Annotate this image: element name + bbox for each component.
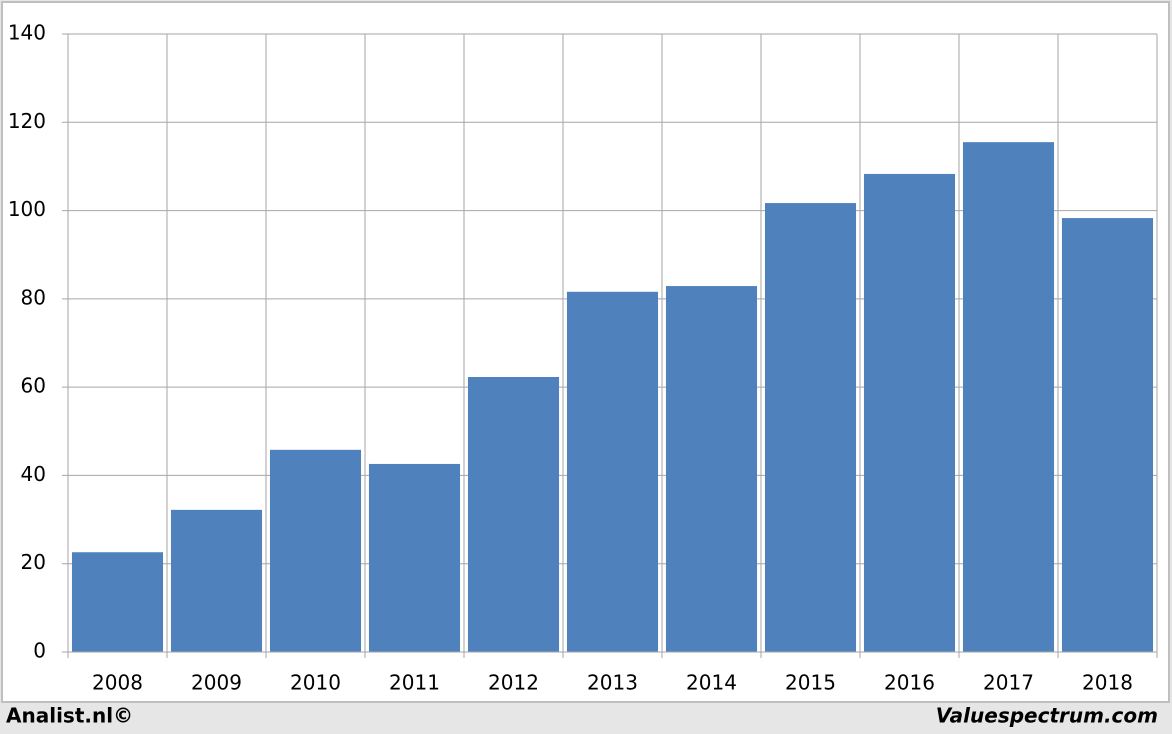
y-tick-label: 120 — [8, 109, 46, 133]
bar — [962, 142, 1055, 652]
y-tick-label: 0 — [33, 639, 46, 663]
bar — [1061, 218, 1154, 652]
x-tick-label: 2008 — [92, 671, 143, 695]
y-tick-label: 100 — [8, 197, 46, 221]
y-tick-label: 60 — [21, 374, 46, 398]
x-tick-label: 2015 — [785, 671, 836, 695]
bar — [269, 449, 362, 652]
x-tick-label: 2012 — [488, 671, 539, 695]
y-tick-label: 40 — [21, 462, 46, 486]
bar — [764, 203, 857, 652]
bar — [368, 463, 461, 652]
x-tick-label: 2014 — [686, 671, 737, 695]
y-tick-label: 140 — [8, 21, 46, 45]
bar — [863, 173, 956, 652]
x-tick-label: 2017 — [983, 671, 1034, 695]
bar — [566, 291, 659, 652]
bar — [467, 376, 560, 652]
x-tick-label: 2013 — [587, 671, 638, 695]
bar — [665, 286, 758, 652]
bar — [170, 509, 263, 652]
x-tick-label: 2016 — [884, 671, 935, 695]
x-tick-label: 2018 — [1082, 671, 1133, 695]
bar — [71, 552, 164, 652]
x-tick-label: 2010 — [290, 671, 341, 695]
y-tick-label: 80 — [21, 285, 46, 309]
x-tick-label: 2009 — [191, 671, 242, 695]
footer-left: Analist.nl© — [6, 704, 133, 728]
footer-right: Valuespectrum.com — [936, 704, 1158, 728]
x-tick-label: 2011 — [389, 671, 440, 695]
y-tick-label: 20 — [21, 550, 46, 574]
